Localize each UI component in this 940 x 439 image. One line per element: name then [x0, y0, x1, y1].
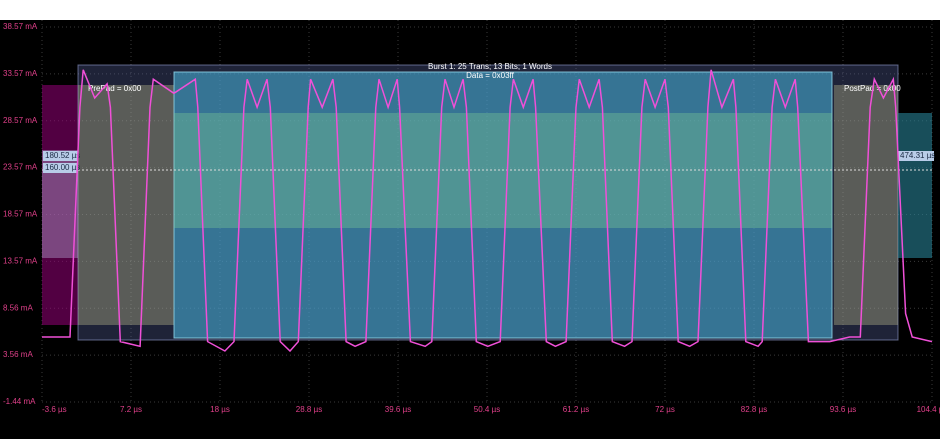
x-tick-label: -3.6 µs — [42, 405, 67, 414]
cursor-label-box — [43, 151, 78, 161]
cursor-label: 160.00 µs — [45, 163, 80, 172]
x-tick-label: 72 µs — [655, 405, 675, 414]
x-tick-label: 50.4 µs — [474, 405, 500, 414]
x-tick-label: 61.2 µs — [563, 405, 589, 414]
ticks: -1.44 mA 3.56 mA 8.56 mA 13.57 mA 18.57 mA 23… — [3, 22, 940, 414]
data-label: Data = 0x03ff — [466, 71, 514, 80]
cursor-label: 474.31 µs — [900, 151, 935, 160]
x-tick-label: 93.6 µs — [830, 405, 856, 414]
prepad-label: PrePad = 0x00 — [88, 84, 142, 93]
x-tick-label: 104.4 µs — [917, 405, 940, 414]
right-region — [898, 113, 932, 258]
y-tick-label: 8.56 mA — [3, 303, 33, 312]
y-tick-label: 38.57 mA — [3, 22, 38, 31]
y-tick-label: 18.57 mA — [3, 210, 38, 219]
y-tick-label: 33.57 mA — [3, 69, 38, 78]
y-tick-label: 23.57 mA — [3, 163, 38, 172]
y-tick-label: -1.44 mA — [3, 397, 36, 406]
x-tick-label: 7.2 µs — [120, 405, 142, 414]
x-tick-label: 82.8 µs — [741, 405, 767, 414]
x-tick-label: 28.8 µs — [296, 405, 322, 414]
cursor-label-box — [898, 151, 934, 161]
y-tick-label: 28.57 mA — [3, 116, 38, 125]
x-tick-label: 18 µs — [210, 405, 230, 414]
burst-box — [173, 71, 833, 339]
waveform — [42, 69, 933, 353]
cursor-label-box — [43, 163, 78, 173]
burst-label: Burst 1: 25 Trans; 13 Bits; 1 Words — [428, 62, 552, 71]
y-tick-label: 13.57 mA — [3, 256, 38, 265]
y-tick-label: 3.56 mA — [3, 350, 33, 359]
prepad-box — [78, 85, 174, 325]
x-tick-label: 39.6 µs — [385, 405, 411, 414]
cursor-label: 180.52 µs — [45, 151, 80, 160]
